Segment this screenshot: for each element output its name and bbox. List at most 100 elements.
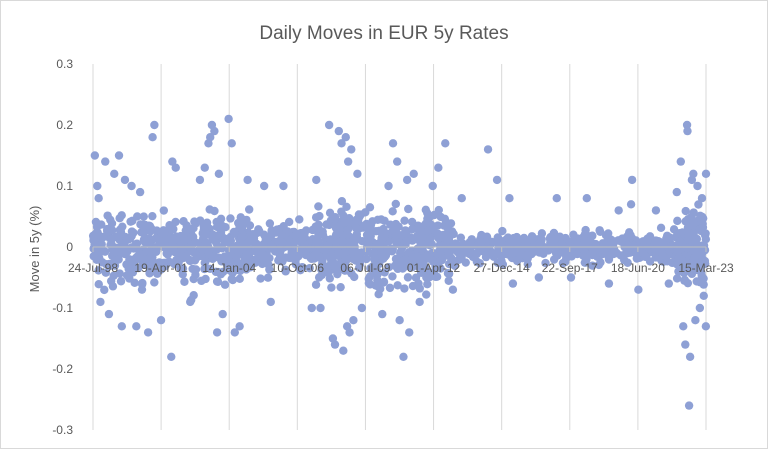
data-point	[243, 175, 252, 185]
data-point	[440, 230, 449, 239]
data-point	[457, 252, 466, 261]
data-point	[344, 224, 353, 234]
data-point	[259, 230, 269, 239]
data-point	[689, 169, 698, 178]
data-point	[159, 226, 168, 235]
data-point	[218, 267, 228, 277]
data-point	[263, 273, 273, 282]
data-point	[435, 257, 444, 266]
data-point	[101, 268, 111, 277]
data-point	[152, 226, 161, 235]
data-point	[305, 263, 314, 273]
data-point	[335, 261, 345, 270]
y-tick-label: -0.3	[52, 423, 73, 437]
data-point	[434, 163, 443, 172]
data-point	[535, 248, 544, 257]
data-point	[599, 239, 609, 249]
data-point	[635, 247, 644, 257]
data-point	[405, 328, 414, 337]
data-point	[191, 218, 200, 227]
data-point	[572, 241, 581, 250]
y-tick-label: 0.2	[56, 118, 73, 132]
data-point	[118, 222, 127, 231]
data-point	[156, 316, 166, 325]
data-point	[242, 215, 251, 225]
data-point	[371, 281, 380, 290]
data-point	[441, 139, 450, 148]
data-point	[383, 245, 392, 254]
data-point	[94, 266, 103, 275]
data-point	[185, 297, 195, 307]
data-point	[558, 258, 568, 268]
x-axis: 24-Jul-98 19-Apr-01 14-Jan-04 10-Oct-06 06-J…	[68, 246, 734, 275]
data-point	[623, 248, 632, 258]
data-point	[297, 235, 307, 244]
x-tick-label: 19-Apr-01	[134, 261, 188, 275]
data-point	[400, 216, 409, 225]
data-point	[528, 233, 538, 243]
data-point	[620, 255, 629, 265]
data-point	[512, 234, 522, 243]
data-point	[672, 274, 682, 283]
data-point	[176, 264, 185, 273]
data-point	[227, 274, 236, 284]
data-point	[604, 255, 614, 264]
data-point	[334, 126, 344, 136]
data-point	[365, 241, 374, 251]
data-point	[148, 133, 157, 142]
data-point	[266, 297, 275, 307]
data-point	[684, 235, 693, 244]
data-point	[148, 211, 157, 221]
data-point	[429, 225, 438, 234]
data-point	[353, 169, 362, 178]
data-point	[689, 229, 698, 238]
data-point	[362, 254, 371, 264]
data-point	[99, 232, 108, 242]
data-point	[373, 269, 382, 278]
data-point	[155, 258, 164, 267]
data-point	[330, 340, 340, 349]
data-point	[239, 240, 248, 250]
data-point	[701, 169, 711, 178]
data-point	[331, 238, 341, 247]
data-point	[230, 229, 239, 238]
data-point	[443, 224, 453, 233]
data-point	[105, 259, 114, 269]
y-tick-label: -0.1	[52, 301, 73, 315]
data-point	[682, 257, 691, 267]
data-point	[116, 277, 126, 286]
data-point	[682, 120, 692, 130]
data-point	[457, 194, 466, 203]
data-point	[357, 303, 367, 313]
data-point	[103, 211, 112, 220]
data-point	[394, 222, 403, 231]
data-point	[681, 340, 690, 349]
data-point	[377, 233, 386, 243]
data-point	[218, 309, 227, 319]
data-point	[614, 206, 623, 215]
data-point	[432, 272, 442, 281]
data-point	[138, 278, 147, 288]
data-point	[165, 221, 174, 230]
data-point	[344, 240, 354, 249]
data-point	[391, 254, 401, 264]
data-point	[493, 246, 503, 256]
data-point	[685, 352, 695, 361]
data-point	[475, 259, 484, 268]
data-point	[315, 211, 324, 221]
data-point	[171, 256, 181, 265]
data-point	[370, 255, 379, 264]
data-point	[259, 181, 269, 191]
data-point	[380, 216, 389, 225]
data-point	[498, 226, 507, 236]
data-point	[139, 235, 149, 244]
data-point	[220, 280, 230, 289]
data-point	[137, 285, 147, 294]
data-point	[604, 279, 614, 288]
data-point	[115, 213, 124, 223]
data-point	[212, 328, 222, 337]
data-point	[120, 239, 129, 248]
data-point	[549, 255, 559, 264]
data-point	[566, 273, 576, 282]
